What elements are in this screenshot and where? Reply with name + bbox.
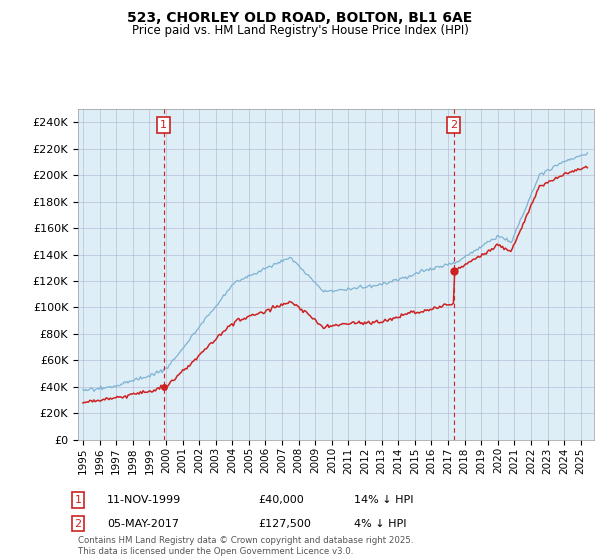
Text: £127,500: £127,500	[258, 519, 311, 529]
Text: 2: 2	[74, 519, 82, 529]
Text: 11-NOV-1999: 11-NOV-1999	[107, 495, 181, 505]
Text: 14% ↓ HPI: 14% ↓ HPI	[354, 495, 413, 505]
Text: Contains HM Land Registry data © Crown copyright and database right 2025.
This d: Contains HM Land Registry data © Crown c…	[78, 536, 413, 556]
Text: 2: 2	[450, 120, 457, 130]
Text: 523, CHORLEY OLD ROAD, BOLTON, BL1 6AE: 523, CHORLEY OLD ROAD, BOLTON, BL1 6AE	[127, 11, 473, 25]
Text: 05-MAY-2017: 05-MAY-2017	[107, 519, 179, 529]
Text: 1: 1	[160, 120, 167, 130]
Text: 1: 1	[74, 495, 82, 505]
Text: Price paid vs. HM Land Registry's House Price Index (HPI): Price paid vs. HM Land Registry's House …	[131, 24, 469, 36]
Text: £40,000: £40,000	[258, 495, 304, 505]
Text: 4% ↓ HPI: 4% ↓ HPI	[354, 519, 407, 529]
